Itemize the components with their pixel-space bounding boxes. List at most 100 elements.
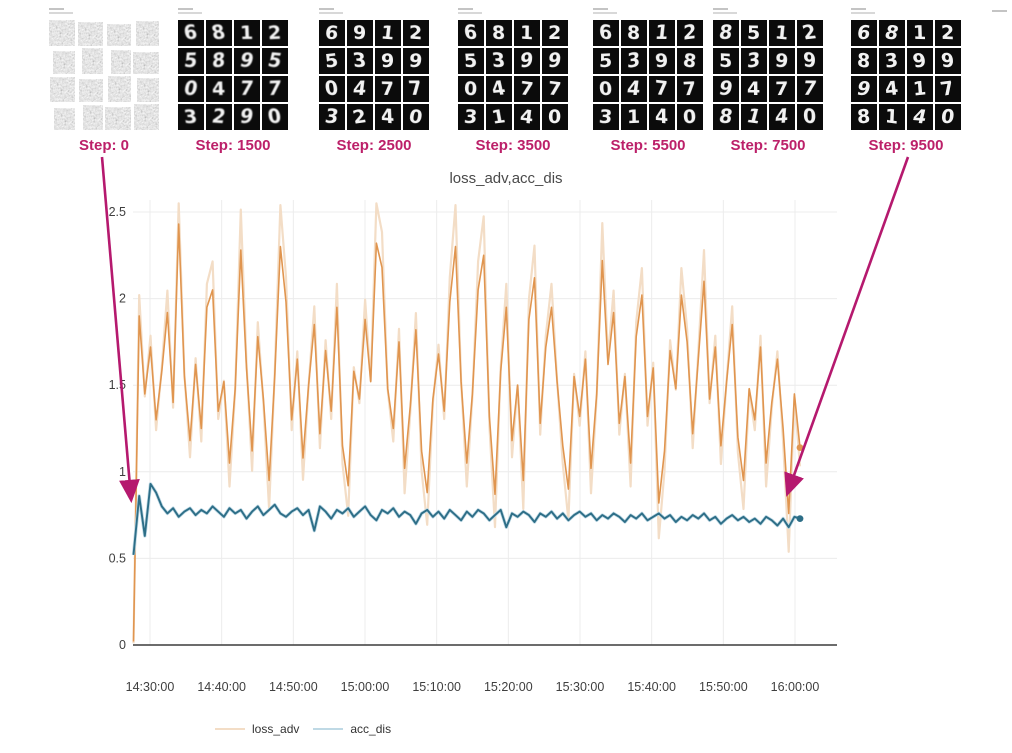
digit-tile: 4 [486,76,512,102]
digit-tile: 9 [769,48,795,74]
digit-tile: 8 [206,48,232,74]
digit-tile: 4 [649,104,675,130]
digit-tile: 9 [234,104,260,130]
digit-tile: 4 [879,76,905,102]
digit-tile: 4 [206,76,232,102]
digit-tile: 5 [178,48,204,74]
y-tick-label: 1 [119,465,126,479]
x-tick-label: 14:40:00 [197,680,246,694]
digit-tile: 3 [879,48,905,74]
chart-title: loss_adv,acc_dis [449,170,563,187]
legend-swatch [313,728,344,730]
media-panel: 6 8 1 2 5 3 9 9 0 4 7 7 3 1 4 0 Step: 3500 [458,8,568,154]
digit-tile: 4 [907,104,933,130]
digit-tile: 3 [486,48,512,74]
digit-tile: 1 [879,104,905,130]
digit-tile: 5 [458,48,484,74]
panel-caption-smudge [178,8,288,18]
x-tick-label: 15:00:00 [341,680,390,694]
digit-tile: 7 [935,76,961,102]
legend-item: loss_adv [215,722,299,736]
digit-tile: 9 [403,48,429,74]
digit-tile: 7 [514,76,540,102]
digit-tile: 7 [677,76,703,102]
x-tick-label: 15:20:00 [484,680,533,694]
digit-tile: 9 [514,48,540,74]
digit-tile: 2 [403,20,429,46]
annotation-arrow [784,156,910,497]
y-tick-label: 1.5 [109,378,126,392]
media-panel: 6 8 1 2 5 3 9 8 0 4 7 7 3 1 4 0 Step: 5500 [593,8,703,154]
digit-tile: 0 [542,104,568,130]
noise-tile [82,48,103,74]
digit-tile: 7 [649,76,675,102]
digit-tile: 4 [621,76,647,102]
digit-tile: 0 [677,104,703,130]
media-panel: Step: 0 [49,8,159,154]
digit-tile: 1 [375,20,401,46]
step-label: Step: 5500 [610,137,686,154]
noise-tile [54,108,75,130]
noise-tile [83,105,103,130]
digit-tile: 2 [542,20,568,46]
panel-caption-smudge [49,8,159,18]
noise-tile [107,24,131,46]
series-raw-loss_adv [132,202,802,644]
digit-tile: 8 [851,48,877,74]
digit-tile: 2 [935,20,961,46]
x-tick-label: 15:40:00 [627,680,676,694]
legend-label: loss_adv [252,722,300,736]
x-tick-label: 14:30:00 [126,680,175,694]
step-label: Step: 3500 [475,137,551,154]
digit-tile: 2 [677,20,703,46]
digit-tile: 9 [542,48,568,74]
noise-tile [136,21,159,46]
digit-tile: 9 [347,20,373,46]
step-label: Step: 0 [78,137,129,154]
digit-tile: 0 [262,104,288,130]
digit-tile: 1 [649,20,675,46]
media-panel: 6 9 1 2 5 3 9 9 0 4 7 7 3 2 4 0 Step: 2500 [319,8,429,154]
digit-tile: 6 [178,20,204,46]
y-tick-label: 0 [119,638,126,652]
digit-tile: 0 [593,76,619,102]
digit-tile: 5 [741,20,767,46]
digit-tile: 5 [319,48,345,74]
panel-caption-smudge [851,8,961,18]
digit-tile: 0 [319,76,345,102]
digit-tile: 3 [593,104,619,130]
digit-tile: 7 [234,76,260,102]
digit-tile: 9 [234,48,260,74]
digit-tile: 7 [769,76,795,102]
y-tick-label: 2.5 [109,205,126,219]
digit-tile: 2 [206,104,232,130]
digit-tile: 9 [375,48,401,74]
digit-tile: 0 [403,104,429,130]
digit-tile: 3 [741,48,767,74]
digit-tile: 4 [347,76,373,102]
digit-tile: 6 [851,20,877,46]
digit-tile: 8 [486,20,512,46]
noise-tile [133,52,159,74]
x-tick-label: 16:00:00 [771,680,820,694]
digit-tile: 9 [649,48,675,74]
noise-tile [50,77,75,102]
digit-tile: 7 [262,76,288,102]
digit-tile: 2 [797,20,823,46]
noise-tile [108,76,131,102]
digit-tile: 3 [347,48,373,74]
digit-tile: 9 [935,48,961,74]
digit-tile: 5 [593,48,619,74]
digit-tile: 3 [319,104,345,130]
series-loss_adv [132,223,801,642]
digit-tile: 8 [879,20,905,46]
digit-tile: 1 [907,76,933,102]
digit-tile: 3 [458,104,484,130]
